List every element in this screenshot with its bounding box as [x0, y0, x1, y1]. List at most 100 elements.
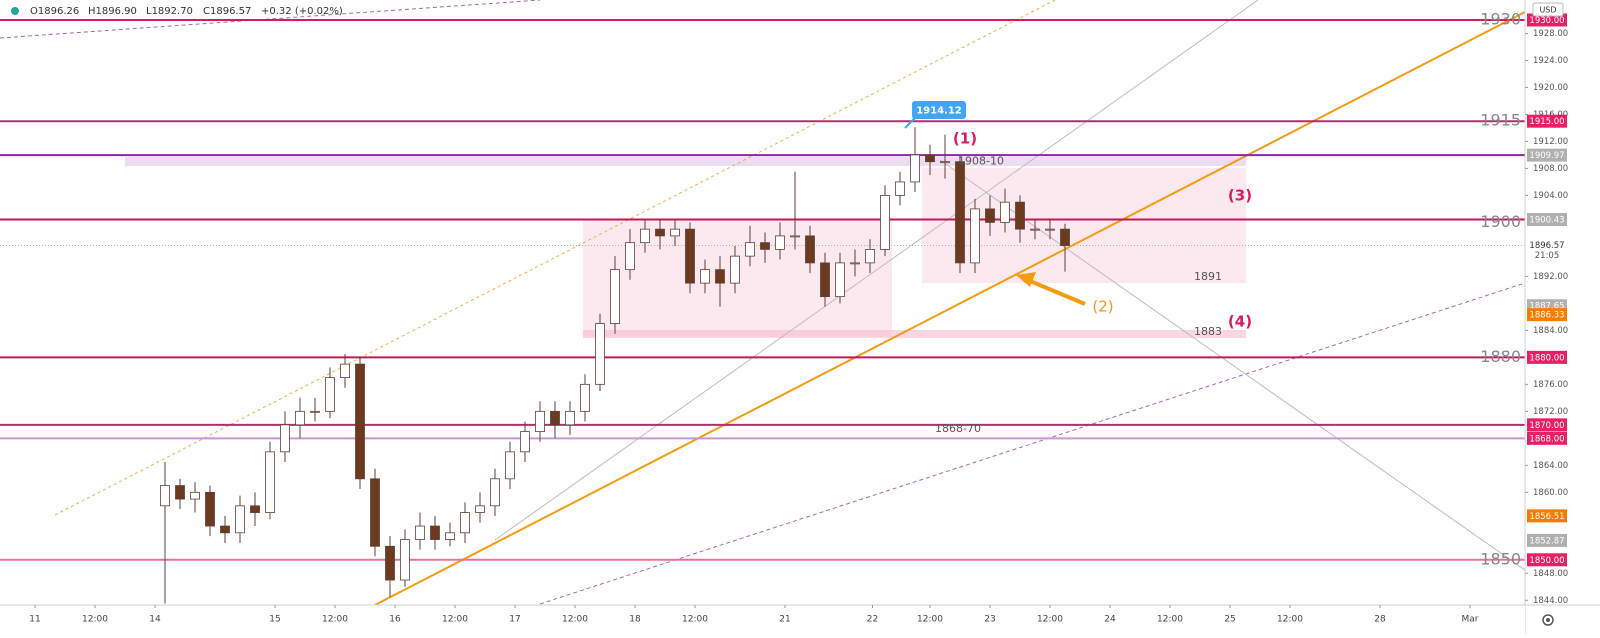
annotations: 1914.12 (1) (2) (3) (4) 1908-10 1891 188…: [904, 101, 1252, 435]
zone-label: 1883: [1194, 325, 1222, 338]
settings-icon-center[interactable]: [1546, 618, 1550, 622]
candle-body: [295, 410, 305, 426]
arrow-head: [1016, 272, 1036, 287]
price-label: 1870.00: [1529, 421, 1564, 431]
y-tick-label: 1920.00: [1533, 83, 1568, 93]
x-tick-label: 22: [867, 615, 878, 625]
price-label: 1909.97: [1529, 151, 1564, 161]
y-tick-label: 1876.00: [1533, 380, 1568, 390]
currency-button[interactable]: [1532, 2, 1564, 17]
arrow: [1029, 279, 1086, 306]
candle-body: [880, 195, 890, 250]
candle-body: [910, 154, 920, 183]
callout-box: [912, 101, 966, 119]
trend-line: [54, 0, 1056, 516]
candle-body: [400, 539, 410, 581]
x-tick-label: Mar: [1462, 615, 1479, 625]
x-tick-label: 12:00: [1157, 615, 1183, 625]
candle-body: [460, 512, 470, 534]
candle-body: [1060, 228, 1070, 246]
y-tick-label: 1844.00: [1533, 596, 1568, 606]
candle-body: [430, 525, 440, 540]
candle-body: [685, 228, 695, 284]
candle-body: [505, 451, 515, 480]
major-level-label: 1900: [1480, 212, 1521, 231]
price-label-box: [1527, 13, 1567, 27]
x-tick-label: 12:00: [682, 615, 708, 625]
trend-line: [939, 159, 1526, 571]
price-label: 1886.33: [1529, 311, 1564, 321]
candle-body: [745, 242, 755, 257]
candle-body: [790, 235, 800, 238]
zone-label: 1891: [1194, 270, 1222, 283]
candle-body: [700, 269, 710, 284]
y-tick-label: 1864.00: [1533, 461, 1568, 471]
major-level-label: 1850: [1480, 549, 1521, 568]
ohlc-low: L1892.70: [146, 6, 193, 17]
major-level-label: 1880: [1480, 347, 1521, 366]
candle-body: [895, 181, 905, 196]
candle-body: [715, 269, 725, 284]
candle-body: [535, 410, 545, 432]
candle-body: [370, 478, 380, 547]
x-tick-label: 14: [149, 615, 161, 625]
candle-body: [730, 255, 740, 284]
settings-icon[interactable]: [1542, 614, 1554, 626]
settings-button[interactable]: [1542, 614, 1554, 626]
candle-body: [655, 228, 665, 237]
candle-body: [850, 262, 860, 265]
wave-label: (1): [953, 130, 977, 148]
price-label-box: [1527, 148, 1567, 162]
candles: [160, 127, 1070, 604]
x-tick-label: 25: [1224, 615, 1235, 625]
candle-body: [940, 161, 950, 164]
y-tick-label: 1892.00: [1533, 272, 1568, 282]
price-label: 1856.51: [1529, 512, 1564, 522]
candle-body: [340, 363, 350, 379]
x-tick-label: 24: [1104, 615, 1116, 625]
wave-label: (3): [1228, 187, 1252, 205]
price-label: 1880.00: [1529, 353, 1564, 363]
ohlc-change: +0.32 (+0.02%): [261, 6, 343, 17]
x-tick-label: 12:00: [562, 615, 588, 625]
candle-body: [580, 383, 590, 412]
candle-body: [385, 545, 395, 581]
x-tick-label: 11: [29, 615, 40, 625]
candle-body: [475, 505, 485, 513]
candle-body: [970, 208, 980, 264]
x-tick-label: 12:00: [82, 615, 108, 625]
price-label-box: [1527, 509, 1567, 523]
callout-text: 1914.12: [916, 106, 962, 117]
x-tick-label: 12:00: [917, 615, 943, 625]
candle-body: [625, 242, 635, 271]
candle-body: [640, 228, 650, 244]
candle-body: [595, 323, 605, 385]
y-tick-label: 1912.00: [1533, 137, 1568, 147]
price-label-box: [1527, 431, 1567, 445]
trend-line: [374, 11, 1526, 606]
status-dot: [11, 7, 19, 15]
candle-body: [520, 431, 530, 453]
candle-body: [1045, 228, 1055, 231]
y-tick-label: 1904.00: [1533, 191, 1568, 201]
major-level-label: 1915: [1480, 111, 1521, 130]
x-tick-label: 17: [509, 615, 520, 625]
y-tick-label: 1928.00: [1533, 29, 1568, 39]
price-label-box: [1527, 533, 1567, 547]
price-label-box: [1527, 114, 1567, 128]
price-label-box: [1527, 418, 1567, 432]
candle-body: [220, 525, 230, 534]
candle-body: [610, 269, 620, 325]
y-tick-label: 1872.00: [1533, 407, 1568, 417]
y-tick-label: 1924.00: [1533, 56, 1568, 66]
candle-body: [550, 410, 560, 426]
axes: 1928.001924.001920.001916.001912.001908.…: [29, 13, 1568, 625]
x-tick-label: 15: [269, 615, 280, 625]
candle-body: [490, 478, 500, 507]
candle-body: [415, 525, 425, 540]
y-tick-label: 1884.00: [1533, 326, 1568, 336]
currency[interactable]: USD: [1539, 6, 1556, 15]
countdown-label: 21:05: [1535, 251, 1560, 261]
price-label: 1887.65: [1529, 302, 1564, 312]
